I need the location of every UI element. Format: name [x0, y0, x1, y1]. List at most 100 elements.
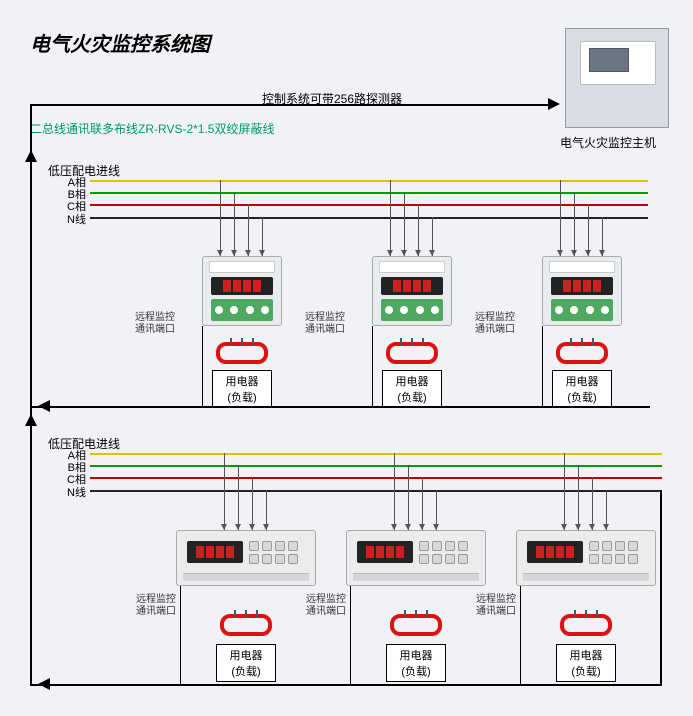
s1-bus [30, 406, 650, 408]
s1d2-port-label: 远程监控通讯端口 [305, 312, 345, 336]
dev-keypad [381, 299, 443, 321]
s2-phase-c [90, 477, 662, 479]
s2d3-tap1 [564, 453, 565, 530]
dev-rail [183, 573, 309, 581]
s2-phase-a [90, 453, 662, 455]
s1d1-tap1 [220, 180, 221, 256]
s2-phase-n [90, 490, 662, 492]
load-text2: (负载) [567, 392, 596, 404]
load-text2: (负载) [227, 392, 256, 404]
s2d2-port-label: 远程监控通讯端口 [306, 594, 346, 618]
s2-phase-b [90, 465, 662, 467]
s1-phase-n [90, 217, 648, 219]
bus-spec-label: 二总线通讯联多布线ZR-RVS-2*1.5双绞屏蔽线 [30, 120, 274, 137]
s2-bus-arrow [38, 678, 50, 690]
s1-detector-3 [542, 256, 622, 326]
s2d1-tap2 [238, 465, 239, 530]
dev-keypad [211, 299, 273, 321]
load-text2: (负载) [401, 666, 430, 678]
s2d3-busdrop [520, 586, 521, 684]
dev-keypad [249, 539, 307, 565]
s1-bus-arrow [38, 400, 50, 412]
s2d1-tap1 [224, 453, 225, 530]
s2d2-tap3 [422, 477, 423, 530]
s1d2-load: 用电器(负载) [382, 370, 442, 408]
s2d2-load: 用电器 (负载) [386, 644, 446, 682]
trunk-up-arrow2 [25, 414, 37, 426]
s2d1-ct [220, 614, 272, 636]
s1-phase-c [90, 204, 648, 206]
load-text: 用电器 [400, 650, 433, 662]
s2d2-busdrop [350, 586, 351, 684]
dev-keypad [419, 539, 477, 565]
s1d2-tap2 [404, 192, 405, 256]
s1d2-busdrop [372, 326, 373, 406]
dev-rail [523, 573, 649, 581]
host-enclosure [565, 28, 669, 128]
s1-phase-a [90, 180, 648, 182]
s1d1-busdrop [202, 326, 203, 406]
host-panel [580, 41, 656, 85]
s2-phase-n-label: N线 [56, 484, 86, 500]
s1d1-ct [216, 342, 268, 364]
load-text: 用电器 [570, 650, 603, 662]
load-text2: (负载) [231, 666, 260, 678]
s1-detector-1 [202, 256, 282, 326]
s1d3-port-label: 远程监控通讯端口 [475, 312, 515, 336]
dev-display [187, 541, 243, 563]
load-text: 用电器 [226, 376, 259, 388]
s2d3-tap3 [592, 477, 593, 530]
s1d3-tap2 [574, 192, 575, 256]
diagram-title: 电气火灾监控系统图 [30, 28, 210, 57]
s2d2-ct [390, 614, 442, 636]
load-text2: (负载) [571, 666, 600, 678]
dev-display [357, 541, 413, 563]
dev-terminal [209, 261, 275, 273]
dev-terminal [379, 261, 445, 273]
dev-keypad [589, 539, 647, 565]
s2-bus [30, 684, 662, 686]
s2d3-ct [560, 614, 612, 636]
dev-display [381, 277, 443, 295]
s2d1-busdrop [180, 586, 181, 684]
top-caption: 控制系统可带256路探测器 [262, 90, 402, 107]
s2d1-tap3 [252, 477, 253, 530]
trunk-line [30, 104, 32, 684]
trunk-up-arrow1 [25, 150, 37, 162]
s2d2-tap1 [394, 453, 395, 530]
s1d2-tap1 [390, 180, 391, 256]
s1d3-load: 用电器 (负载) [552, 370, 612, 408]
s1d1-tap3 [248, 204, 249, 256]
dev-keypad [551, 299, 613, 321]
host-label: 电气火灾监控主机 [560, 134, 656, 151]
load-text: 用电器 [230, 650, 263, 662]
dev-display [211, 277, 273, 295]
s2-detector-3 [516, 530, 656, 586]
s2-detector-1 [176, 530, 316, 586]
s1d2-tap3 [418, 204, 419, 256]
s1d1-tap2 [234, 192, 235, 256]
s1d1-load: 用电器 (负载) [212, 370, 272, 408]
s1d3-ct [556, 342, 608, 364]
load-text2: (负载) [397, 392, 426, 404]
s1d2-ct [386, 342, 438, 364]
s2d2-tap2 [408, 465, 409, 530]
s1-detector-2 [372, 256, 452, 326]
s2d1-port-label: 远程监控通讯端口 [136, 594, 176, 618]
s1-phase-b [90, 192, 648, 194]
dev-display [551, 277, 613, 295]
load-text: 用电器 [566, 376, 599, 388]
dev-terminal [549, 261, 615, 273]
s2d3-port-label: 远程监控通讯端口 [476, 594, 516, 618]
s1d3-busdrop [542, 326, 543, 406]
host-screen [589, 48, 629, 72]
arrow-to-host [548, 98, 560, 110]
dev-display [527, 541, 583, 563]
s2-bus-right-up [660, 490, 662, 684]
s1-phase-n-label: N线 [56, 211, 86, 227]
dev-rail [353, 573, 479, 581]
s2d3-load: 用电器 (负载) [556, 644, 616, 682]
s2-detector-2 [346, 530, 486, 586]
s2d1-load: 用电器 (负载) [216, 644, 276, 682]
s1d3-tap3 [588, 204, 589, 256]
